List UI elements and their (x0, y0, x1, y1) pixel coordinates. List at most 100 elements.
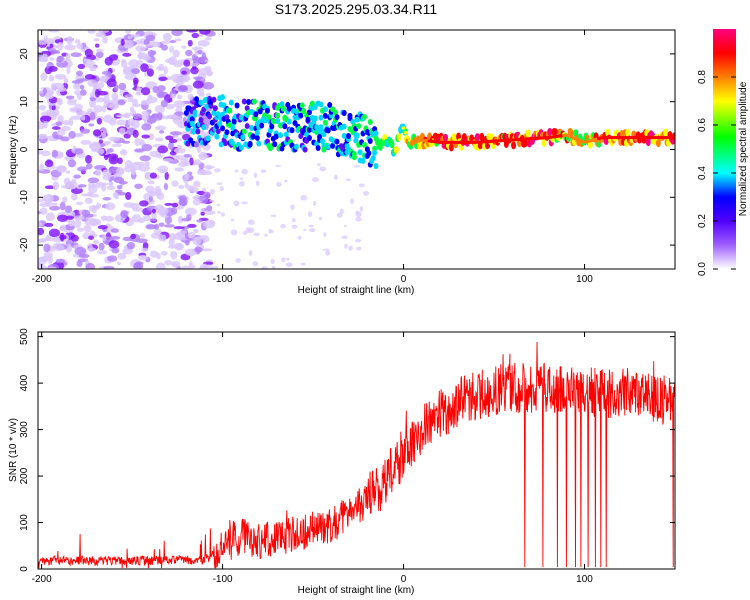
spectrogram-noise-cell (134, 161, 146, 166)
colorbar: 0.0 0.2 0.4 0.6 0.8 Normalized spectral ampl… (697, 29, 749, 276)
spectrogram-cell (282, 123, 288, 130)
spectrogram-noise-cell (56, 98, 63, 106)
spectrogram-noise-cell (138, 254, 148, 261)
spectrogram-cell (625, 128, 631, 137)
spectrogram-noise-cell (57, 87, 67, 92)
spectrogram-noise-cell (177, 215, 184, 224)
spectrogram-noise-cell (185, 49, 193, 57)
spectrogram-noise-cell (96, 250, 108, 255)
spectrogram-noise-cell (203, 264, 214, 269)
spectrogram-noise-cell (92, 129, 102, 137)
spectrogram-noise-cell (42, 87, 47, 95)
spectrogram-noise-cell (184, 173, 190, 179)
colorbar-tick-label: 0.0 (697, 262, 708, 276)
spectrogram-noise-cell (68, 130, 76, 139)
spectrogram-noise-cell (122, 236, 134, 242)
spectrogram-noise-cell (201, 248, 213, 252)
spectrogram-noise-cell (50, 82, 57, 91)
spectrogram-noise-cell (66, 95, 75, 100)
spectrogram-cell (230, 125, 236, 132)
spectrogram-noise-cell (97, 148, 105, 155)
spectrogram-noise-cell (84, 213, 94, 218)
spectrogram-noise-cell (140, 63, 149, 73)
spectrogram-cell (370, 155, 376, 162)
spectrogram-noise-cell (154, 137, 164, 142)
spectrogram-noise-cell (173, 226, 185, 230)
spectrogram-cell (357, 149, 363, 156)
spectrogram-noise-cell (174, 38, 182, 42)
spectrogram-noise-cell (87, 30, 96, 34)
spectrogram-noise-cell (192, 237, 202, 246)
spectrogram-cell (250, 133, 256, 140)
spectrogram-noise-cell (297, 235, 302, 240)
spectrogram-noise-cell (209, 199, 215, 202)
spectrogram-cell (254, 129, 260, 136)
spectrogram-noise-cell (99, 75, 110, 83)
x-tick-label: 0 (401, 274, 407, 285)
spectrogram-cell (264, 107, 270, 114)
x-tick-label: 100 (576, 274, 593, 285)
spectrogram-cell (511, 141, 517, 150)
y-tick-label: 0 (19, 566, 30, 572)
spectrogram-cell (334, 138, 340, 145)
spectrogram-noise-cell (312, 200, 317, 206)
spectrogram-noise-cell (189, 157, 194, 166)
spectrogram-noise-cell (194, 159, 201, 166)
spectrogram-noise-cell (217, 210, 222, 214)
spectrogram-noise-cell (341, 235, 348, 239)
spectrogram-noise-cell (220, 212, 226, 217)
spectrogram-noise-cell (74, 246, 87, 256)
spectrogram-noise-cell (170, 250, 178, 260)
spectrogram-noise-cell (242, 230, 248, 235)
spectrogram-noise-cell (166, 76, 172, 81)
spectrogram-noise-cell (67, 159, 77, 168)
spectrogram-noise-cell (126, 241, 136, 250)
spectrogram-cell (220, 125, 226, 132)
spectrogram-noise-cell (193, 180, 201, 188)
spectrogram-noise-cell (177, 84, 189, 93)
spectrogram-cell (312, 115, 318, 122)
spectrogram-noise-cell (187, 223, 197, 228)
spectrogram-noise-cell (172, 115, 183, 125)
spectrogram-noise-cell (88, 235, 94, 240)
spectrogram-cell (372, 145, 378, 152)
spectrogram-noise-cell (169, 45, 174, 53)
spectrogram-noise-cell (206, 205, 213, 212)
spectrogram-noise-cell (87, 79, 98, 88)
spectrogram-noise-cell (107, 255, 118, 262)
spectrogram-noise-cell (94, 77, 100, 82)
spectrogram-noise-cell (130, 34, 141, 38)
spectrogram-cell (346, 132, 352, 139)
spectrogram-cell (318, 101, 324, 108)
spectrogram-noise-cell (202, 81, 215, 90)
spectrogram-noise-cell (144, 172, 150, 180)
spectrogram-noise-cell (188, 261, 193, 267)
spectrogram-noise-cell (108, 181, 114, 186)
spectrogram-noise-cell (196, 146, 202, 153)
spectrogram-noise-cell (281, 257, 286, 263)
spectrogram-noise-cell (98, 30, 110, 33)
spectrogram-cell (191, 128, 197, 135)
spectrogram-noise-cell (344, 243, 348, 249)
spectrogram-noise-cell (124, 39, 134, 49)
spectrogram-noise-cell (349, 198, 354, 205)
spectrogram-cell (317, 133, 323, 140)
spectrogram-noise-cell (85, 262, 96, 269)
spectrogram-noise-cell (292, 217, 296, 223)
spectrogram-noise-cell (38, 56, 47, 62)
spectrogram-noise-cell (348, 245, 353, 251)
spectrogram-noise-cell (88, 143, 94, 149)
spectrogram-noise-cell (120, 60, 128, 68)
spectrogram-noise-cell (133, 261, 144, 269)
spectrogram-noise-cell (186, 214, 192, 221)
colorbar-label: Normalized spectral amplitude (738, 81, 749, 216)
spectrogram-noise-cell (255, 180, 260, 186)
spectrogram-noise-cell (55, 121, 63, 126)
spectrogram-noise-cell (98, 242, 105, 251)
spectrogram-cell (215, 128, 221, 135)
x-tick-label: -100 (213, 274, 233, 285)
spectrogram-noise-cell (150, 232, 160, 239)
spectrogram-noise-cell (89, 111, 96, 121)
spectrogram-noise-cell (164, 202, 174, 206)
spectrogram-noise-cell (171, 260, 181, 268)
